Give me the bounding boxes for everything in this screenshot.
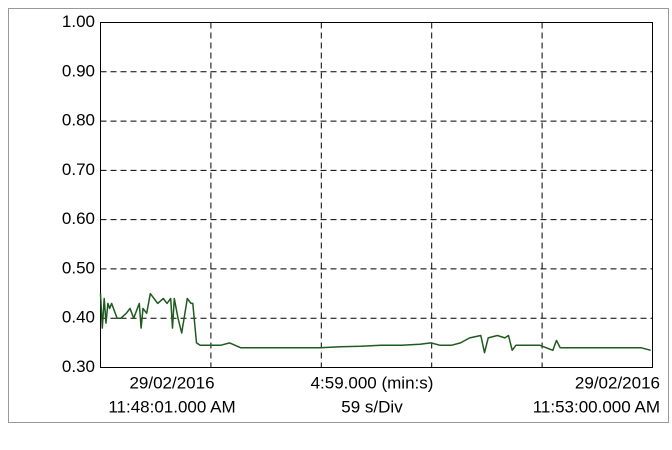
y-tick-label: 1.00	[62, 12, 95, 31]
end-date: 29/02/2016	[575, 373, 660, 392]
y-tick-label: 0.90	[62, 61, 95, 80]
scale: 59 s/Div	[341, 397, 403, 416]
data-line	[99, 292, 651, 354]
span: 4:59.000 (min:s)	[311, 373, 434, 392]
end-time: 11:53:00.000 AM	[533, 397, 660, 416]
y-tick-label: 0.70	[62, 160, 95, 179]
y-tick-label: 0.50	[62, 258, 95, 277]
start-time: 11:48:01.000 AM	[108, 397, 235, 416]
start-date: 29/02/2016	[129, 373, 214, 392]
y-tick-label: 0.60	[62, 209, 95, 228]
y-tick-label: 0.80	[62, 111, 95, 130]
y-tick-label: 0.40	[62, 308, 95, 327]
y-tick-label: 0.30	[62, 357, 95, 376]
plot-area	[100, 22, 653, 368]
